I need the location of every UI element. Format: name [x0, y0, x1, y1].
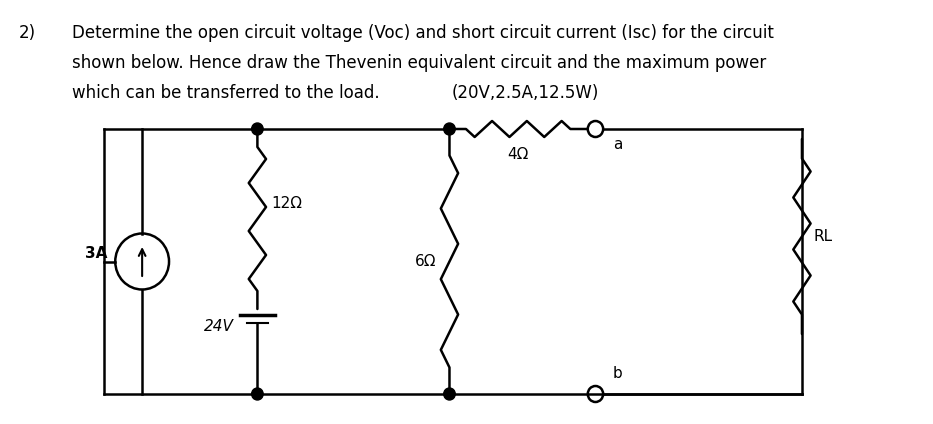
- Text: b: b: [613, 366, 622, 381]
- Circle shape: [252, 388, 263, 400]
- Text: 4Ω: 4Ω: [507, 147, 528, 162]
- Circle shape: [444, 123, 455, 135]
- Text: shown below. Hence draw the Thevenin equivalent circuit and the maximum power: shown below. Hence draw the Thevenin equ…: [72, 54, 766, 72]
- Circle shape: [252, 123, 263, 135]
- Text: (20V,2.5A,12.5W): (20V,2.5A,12.5W): [452, 84, 599, 102]
- Text: Determine the open circuit voltage (Voc) and short circuit current (Isc) for the: Determine the open circuit voltage (Voc)…: [72, 24, 773, 42]
- Text: a: a: [613, 137, 622, 152]
- Text: RL: RL: [814, 229, 832, 244]
- Text: 12Ω: 12Ω: [271, 196, 302, 212]
- Text: which can be transferred to the load.: which can be transferred to the load.: [72, 84, 380, 102]
- Text: 24V: 24V: [203, 319, 233, 334]
- Circle shape: [444, 388, 455, 400]
- Text: 2): 2): [20, 24, 36, 42]
- Text: 3A: 3A: [85, 246, 107, 261]
- Text: 6Ω: 6Ω: [414, 254, 436, 269]
